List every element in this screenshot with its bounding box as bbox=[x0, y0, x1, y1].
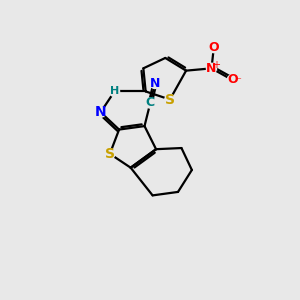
Circle shape bbox=[206, 63, 217, 74]
Text: O: O bbox=[208, 41, 219, 54]
Circle shape bbox=[105, 149, 115, 159]
Text: +: + bbox=[212, 60, 220, 70]
Circle shape bbox=[165, 94, 175, 105]
Circle shape bbox=[209, 43, 219, 52]
Text: S: S bbox=[105, 147, 115, 161]
Circle shape bbox=[95, 107, 106, 117]
Text: C: C bbox=[146, 97, 155, 110]
Text: N: N bbox=[150, 77, 160, 90]
Text: N: N bbox=[206, 62, 217, 75]
Text: O: O bbox=[227, 74, 238, 86]
Text: H: H bbox=[110, 86, 119, 96]
Circle shape bbox=[145, 98, 155, 108]
Text: ⁻: ⁻ bbox=[235, 76, 241, 86]
Text: N: N bbox=[95, 105, 106, 119]
Text: S: S bbox=[165, 92, 175, 106]
Circle shape bbox=[150, 78, 160, 88]
Circle shape bbox=[227, 75, 237, 85]
Circle shape bbox=[110, 86, 120, 97]
